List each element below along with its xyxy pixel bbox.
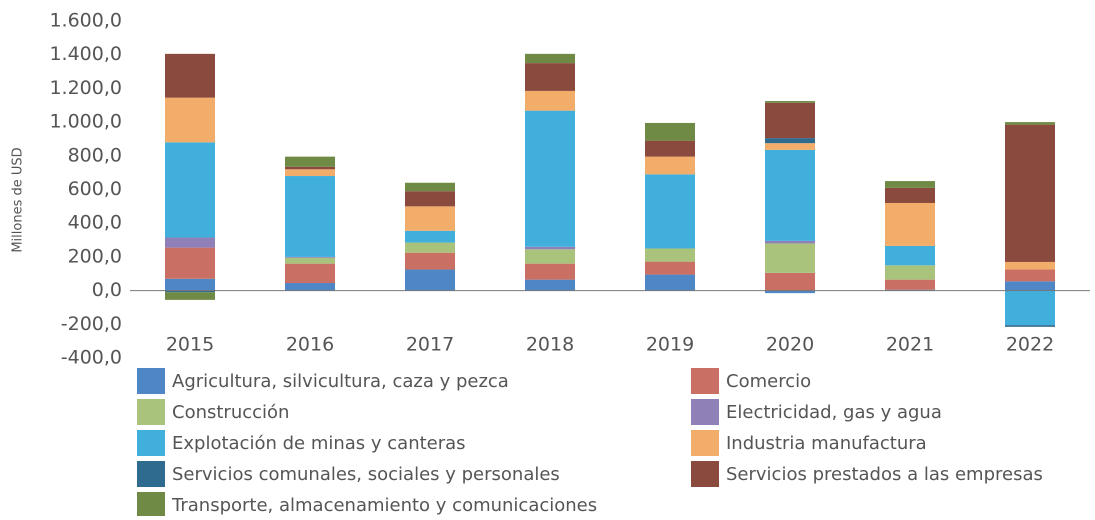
bar-segment: [285, 256, 335, 258]
bar-segment: [645, 248, 695, 262]
legend-label: Industria manufactura: [726, 433, 927, 454]
x-tick-label: 2017: [406, 334, 454, 356]
y-tick-label: 800,0: [68, 144, 122, 166]
bar-segment: [765, 272, 815, 291]
legend-swatch: [137, 399, 165, 425]
x-tick-label: 2020: [766, 334, 814, 356]
bar-segment: [165, 97, 215, 143]
x-tick-label: 2021: [886, 334, 934, 356]
y-axis-label: Millones de USD: [11, 147, 26, 252]
bar-segment: [285, 166, 335, 170]
x-tick-label: 2016: [286, 334, 334, 356]
bar-segment: [165, 290, 215, 293]
legend-swatch: [691, 399, 719, 425]
x-tick-label: 2022: [1006, 334, 1054, 356]
y-tick-label: 1.000,0: [49, 111, 122, 133]
legend-label: Comercio: [726, 371, 811, 392]
legend-label: Explotación de minas y canteras: [172, 433, 466, 454]
bar-segment: [765, 240, 815, 244]
bar-segment: [885, 265, 935, 280]
bar-segment: [645, 174, 695, 249]
x-tick-label: 2015: [166, 334, 214, 356]
legend-label: Servicios prestados a las empresas: [726, 464, 1043, 485]
bar-segment: [285, 283, 335, 291]
bar-segment: [765, 102, 815, 139]
bar-segment: [765, 101, 815, 103]
bar-segment: [405, 242, 455, 253]
bar-segment: [1005, 122, 1055, 125]
bar-segment: [765, 243, 815, 273]
x-tick-label: 2019: [646, 334, 694, 356]
legend-label: Construcción: [172, 402, 289, 423]
bar-segment: [645, 122, 695, 141]
bar-segment: [885, 279, 935, 290]
bar-segment: [765, 290, 815, 294]
legend-label: Servicios comunales, sociales y personal…: [172, 464, 560, 485]
bar-segment: [165, 278, 215, 291]
bar-segment: [645, 261, 695, 275]
bar-segment: [165, 237, 215, 248]
bar-segment: [285, 257, 335, 264]
x-tick-label: 2018: [526, 334, 574, 356]
bar-segment: [165, 53, 215, 98]
y-tick-label: 600,0: [68, 178, 122, 200]
bar-segment: [645, 156, 695, 175]
legend-swatch: [691, 430, 719, 456]
bar-segment: [285, 176, 335, 257]
legend-swatch: [137, 492, 165, 518]
bar-segment: [525, 90, 575, 111]
bar-segment: [765, 149, 815, 241]
bar-segment: [405, 206, 455, 231]
bar-segment: [765, 138, 815, 144]
y-tick-label: 200,0: [68, 245, 122, 267]
bar-segment: [525, 53, 575, 64]
bar-segment: [525, 110, 575, 247]
legend-swatch: [137, 461, 165, 487]
bar-segment: [645, 140, 695, 157]
legend-label: Transporte, almacenamiento y comunicacio…: [171, 495, 597, 516]
legend-label: Agricultura, silvicultura, caza y pezca: [172, 371, 509, 392]
legend-swatch: [137, 368, 165, 394]
y-tick-label: 0,0: [92, 279, 122, 301]
bar-segment: [1005, 261, 1055, 270]
bar-segment: [405, 191, 455, 207]
bar-segment: [885, 181, 935, 188]
bar-segment: [1005, 124, 1055, 262]
bar-segment: [165, 247, 215, 279]
bar-segment: [1005, 325, 1055, 327]
legend-swatch: [691, 461, 719, 487]
bar-segment: [1005, 269, 1055, 282]
bar-segment: [885, 245, 935, 266]
bar-segment: [165, 292, 215, 300]
bar-segment: [525, 279, 575, 291]
bar-segment: [285, 263, 335, 284]
bar-segment: [165, 142, 215, 238]
legend-swatch: [137, 430, 165, 456]
y-tick-label: -400,0: [61, 347, 122, 369]
bar-segment: [525, 63, 575, 91]
y-tick-label: 400,0: [68, 212, 122, 234]
bar-segment: [405, 230, 455, 243]
y-tick-label: 1.600,0: [49, 10, 122, 32]
bar-segment: [285, 169, 335, 177]
bar-segment: [1005, 290, 1055, 326]
bar-segment: [885, 187, 935, 203]
bar-segment: [885, 202, 935, 246]
bar-segment: [285, 156, 335, 167]
bar-segment: [525, 249, 575, 264]
bar-segment: [1005, 281, 1055, 291]
bar-segment: [405, 252, 455, 270]
bar-segment: [525, 246, 575, 250]
legend-swatch: [691, 368, 719, 394]
legend-label: Electricidad, gas y agua: [726, 402, 942, 423]
bar-segment: [645, 274, 695, 291]
y-tick-label: 1.400,0: [49, 43, 122, 65]
y-tick-label: -200,0: [61, 313, 122, 335]
bar-segment: [405, 182, 455, 192]
bar-segment: [765, 143, 815, 150]
bar-segment: [405, 269, 455, 291]
bar-segment: [525, 263, 575, 280]
y-tick-label: 1.200,0: [49, 77, 122, 99]
